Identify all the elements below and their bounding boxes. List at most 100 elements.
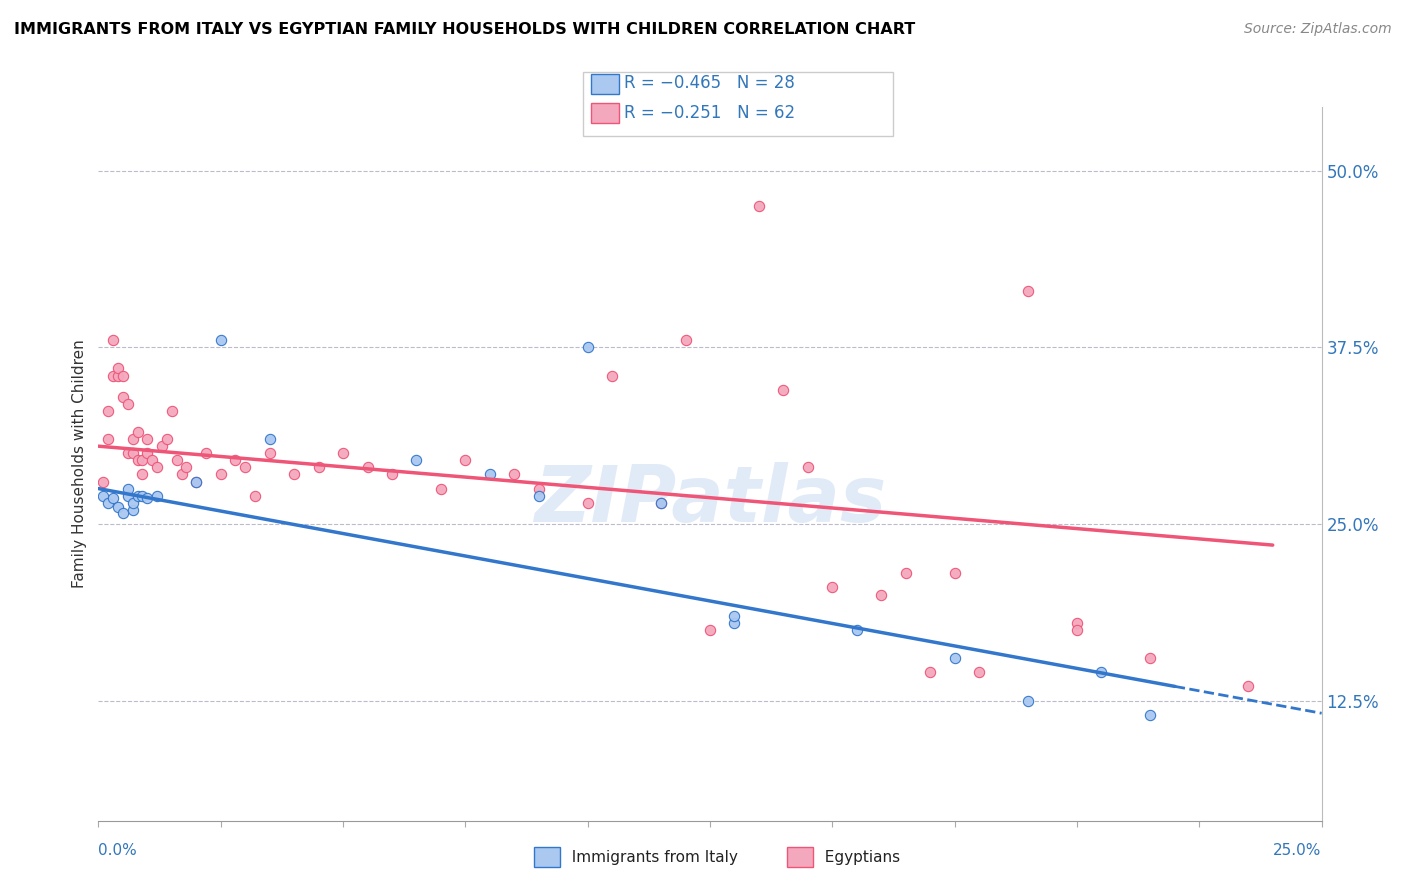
- Point: [150, 439, 173, 453]
- Point: [121, 446, 143, 460]
- Point: [821, 581, 844, 595]
- Point: [503, 467, 526, 482]
- Point: [176, 460, 198, 475]
- Y-axis label: Family Households with Children: Family Households with Children: [72, 340, 87, 588]
- Text: Egyptians: Egyptians: [815, 850, 901, 864]
- Point: [527, 489, 550, 503]
- Point: [224, 453, 246, 467]
- Point: [117, 489, 139, 503]
- Text: 0.0%: 0.0%: [98, 843, 138, 858]
- Point: [121, 502, 143, 516]
- Point: [136, 446, 159, 460]
- Point: [186, 475, 208, 489]
- Point: [845, 623, 868, 637]
- Text: ZIPatlas: ZIPatlas: [534, 461, 886, 538]
- Point: [356, 460, 378, 475]
- Point: [209, 333, 232, 347]
- Point: [699, 623, 721, 637]
- Point: [1017, 284, 1039, 298]
- Point: [650, 496, 672, 510]
- Text: Source: ZipAtlas.com: Source: ZipAtlas.com: [1244, 22, 1392, 37]
- Point: [127, 489, 149, 503]
- Point: [156, 432, 179, 446]
- Point: [675, 333, 697, 347]
- Point: [1139, 707, 1161, 722]
- Point: [723, 615, 745, 630]
- Point: [967, 665, 990, 680]
- Point: [131, 467, 153, 482]
- Point: [117, 397, 139, 411]
- Point: [894, 566, 917, 581]
- Point: [127, 453, 149, 467]
- Text: IMMIGRANTS FROM ITALY VS EGYPTIAN FAMILY HOUSEHOLDS WITH CHILDREN CORRELATION CH: IMMIGRANTS FROM ITALY VS EGYPTIAN FAMILY…: [14, 22, 915, 37]
- Point: [160, 404, 183, 418]
- Point: [166, 453, 188, 467]
- Point: [920, 665, 942, 680]
- Point: [107, 500, 129, 514]
- Point: [209, 467, 232, 482]
- Point: [111, 390, 134, 404]
- Point: [748, 199, 770, 213]
- Point: [259, 446, 281, 460]
- Point: [405, 453, 427, 467]
- Point: [91, 475, 114, 489]
- Point: [127, 425, 149, 439]
- Point: [195, 446, 218, 460]
- Point: [478, 467, 501, 482]
- Point: [233, 460, 256, 475]
- Point: [146, 460, 169, 475]
- Point: [117, 482, 139, 496]
- Point: [111, 506, 134, 520]
- Point: [308, 460, 330, 475]
- Point: [430, 482, 453, 496]
- Point: [381, 467, 404, 482]
- Point: [1066, 623, 1088, 637]
- Point: [101, 368, 124, 383]
- Point: [117, 446, 139, 460]
- Point: [101, 333, 124, 347]
- Point: [1017, 693, 1039, 707]
- Point: [1237, 680, 1260, 694]
- Point: [943, 566, 966, 581]
- Point: [600, 368, 623, 383]
- Point: [91, 489, 114, 503]
- Point: [131, 453, 153, 467]
- Point: [107, 368, 129, 383]
- Point: [146, 489, 169, 503]
- Point: [97, 496, 120, 510]
- Point: [136, 491, 159, 506]
- Point: [101, 491, 124, 506]
- Point: [1139, 651, 1161, 665]
- Point: [772, 383, 794, 397]
- Point: [136, 432, 159, 446]
- Point: [131, 489, 153, 503]
- Text: 25.0%: 25.0%: [1274, 843, 1322, 858]
- Point: [723, 608, 745, 623]
- Text: R = −0.465   N = 28: R = −0.465 N = 28: [624, 74, 796, 92]
- Point: [107, 361, 129, 376]
- Point: [650, 496, 672, 510]
- Point: [243, 489, 266, 503]
- Point: [283, 467, 305, 482]
- Point: [576, 340, 599, 354]
- Point: [141, 453, 163, 467]
- Point: [97, 404, 120, 418]
- Point: [797, 460, 820, 475]
- Point: [943, 651, 966, 665]
- Point: [1066, 615, 1088, 630]
- Point: [121, 432, 143, 446]
- Point: [527, 482, 550, 496]
- Point: [1090, 665, 1112, 680]
- Point: [332, 446, 354, 460]
- Point: [170, 467, 193, 482]
- Point: [259, 432, 281, 446]
- Text: R = −0.251   N = 62: R = −0.251 N = 62: [624, 104, 796, 122]
- Point: [97, 432, 120, 446]
- Point: [121, 496, 143, 510]
- Text: Immigrants from Italy: Immigrants from Italy: [562, 850, 738, 864]
- Point: [111, 368, 134, 383]
- Point: [870, 588, 893, 602]
- Point: [576, 496, 599, 510]
- Point: [454, 453, 477, 467]
- Point: [186, 475, 208, 489]
